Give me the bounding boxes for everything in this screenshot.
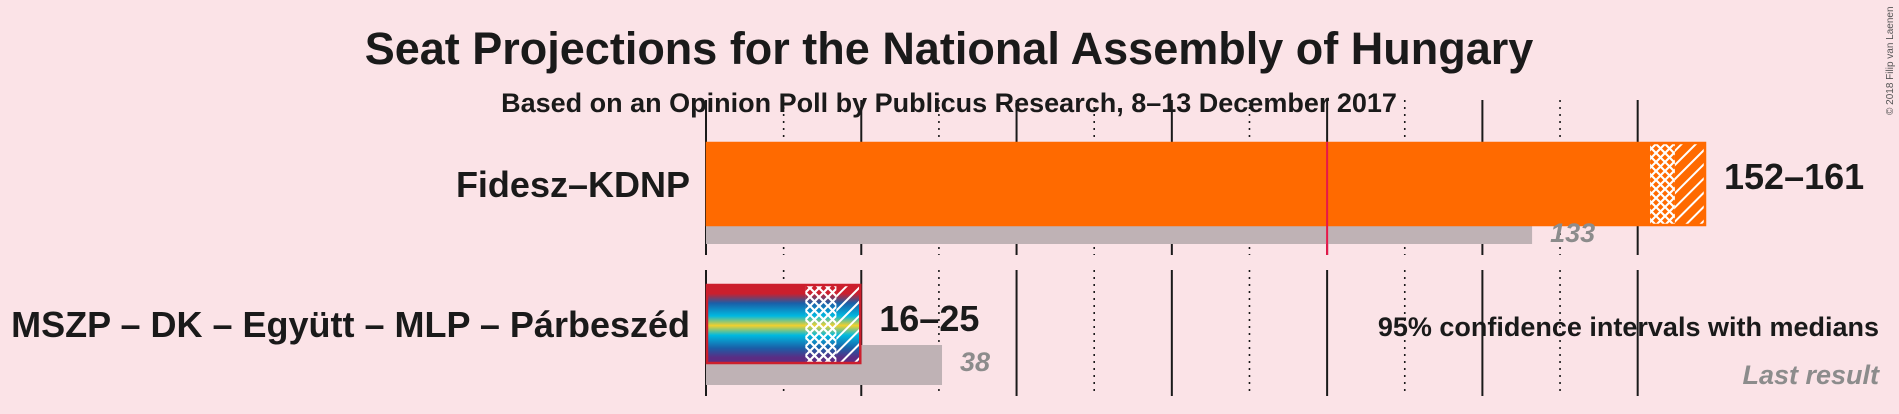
- chart-title: Seat Projections for the National Assemb…: [365, 23, 1534, 74]
- chart-subtitle: Based on an Opinion Poll by Publicus Res…: [501, 88, 1397, 118]
- last-result-label: 133: [1550, 218, 1595, 248]
- ci-upper-hatch: [836, 284, 862, 364]
- projection-bar: [706, 284, 806, 364]
- ci-lower-hatch: [1650, 142, 1675, 226]
- legend-ci-text: 95% confidence intervals with medians: [1378, 312, 1879, 342]
- bar-outline: [705, 141, 1707, 227]
- ci-upper-hatch: [1674, 142, 1706, 226]
- range-label: 152–161: [1724, 156, 1864, 197]
- party-name: MSZP – DK – Együtt – MLP – Párbeszéd: [11, 304, 690, 345]
- legend-last-result-text: Last result: [1742, 360, 1880, 390]
- projection-bar: [706, 142, 1651, 226]
- copyright-text: © 2018 Filip van Laenen: [1885, 6, 1896, 115]
- party-labels: Fidesz–KDNP 152–161 133 MSZP – DK – Együtt …: [11, 156, 1864, 377]
- range-label: 16–25: [879, 298, 979, 339]
- bar-outline: [705, 283, 862, 365]
- last-result-bar: [706, 226, 1533, 244]
- projection-bars: [705, 141, 1707, 365]
- party-name: Fidesz–KDNP: [456, 164, 690, 205]
- last-result-label: 38: [960, 347, 990, 377]
- ci-lower-hatch: [805, 284, 837, 364]
